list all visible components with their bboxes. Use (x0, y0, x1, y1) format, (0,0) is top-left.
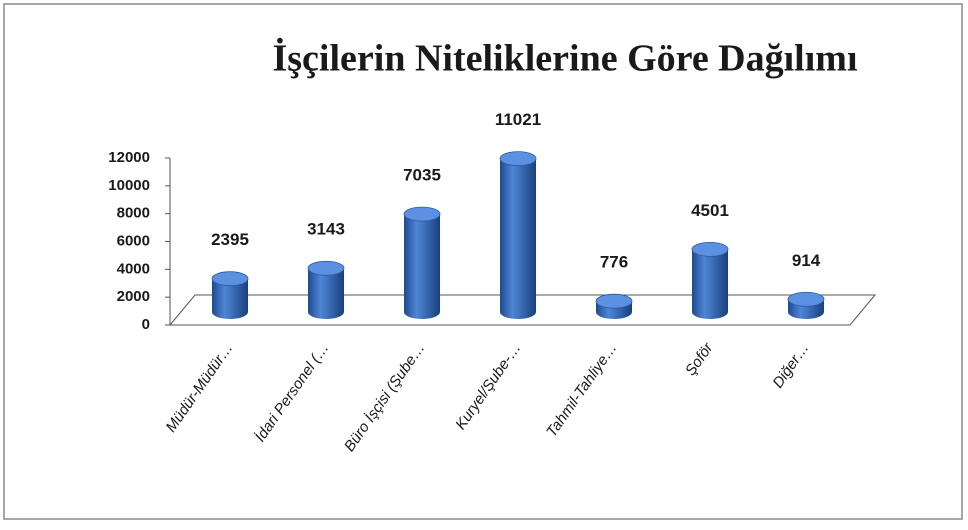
bar-top (307, 260, 345, 276)
bar (692, 249, 728, 319)
value-label: 776 (600, 253, 628, 272)
value-label: 3143 (307, 220, 345, 239)
value-label: 2395 (211, 230, 249, 249)
bar-top (499, 151, 537, 167)
chart-title: İşçilerin Niteliklerine Göre Dağılımı (272, 38, 857, 80)
cylinder (211, 271, 249, 319)
bar (404, 214, 440, 319)
bar-top (403, 206, 441, 222)
y-tick-label: 10000 (108, 177, 150, 194)
value-label: 7035 (403, 166, 441, 185)
cylinder (403, 206, 441, 319)
y-tick-label: 12000 (108, 149, 150, 166)
frame (3, 3, 963, 520)
value-label: 914 (792, 251, 821, 270)
bar-top (211, 271, 249, 287)
cylinder (307, 260, 345, 319)
y-tick-label: 8000 (117, 205, 150, 222)
cylinder (499, 151, 537, 319)
bar-top (691, 241, 729, 257)
y-tick-label: 4000 (117, 260, 150, 277)
bar-top (787, 291, 825, 307)
bar (500, 158, 536, 319)
y-tick-label: 0 (142, 316, 150, 333)
cylinder (787, 291, 825, 319)
y-tick-label: 2000 (117, 288, 150, 305)
bar (212, 278, 248, 319)
bar (308, 268, 344, 319)
cylinder (691, 241, 729, 319)
y-tick-label: 6000 (117, 232, 150, 249)
bar-top (595, 293, 633, 309)
cylinder (595, 293, 633, 319)
value-label: 11021 (495, 110, 541, 129)
value-label: 4501 (691, 201, 729, 220)
